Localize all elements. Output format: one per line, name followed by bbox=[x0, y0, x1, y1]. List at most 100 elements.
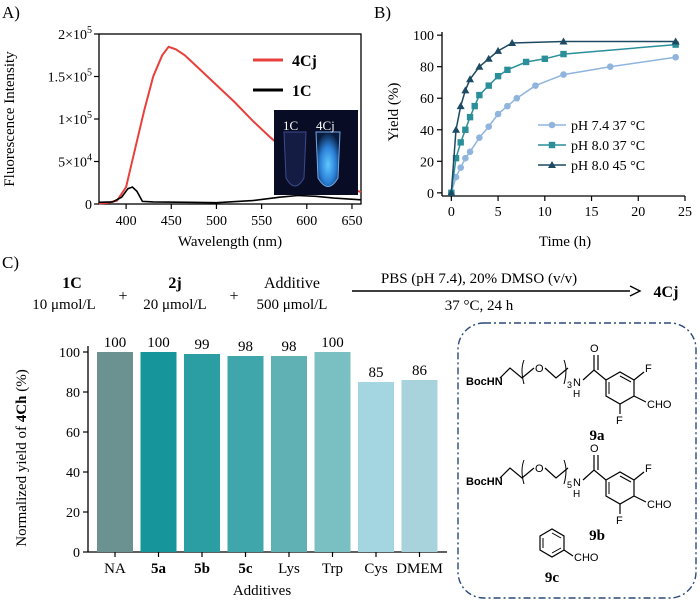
chart-c-xlabel: Additives bbox=[233, 583, 291, 599]
label-9c: 9c bbox=[545, 570, 560, 586]
chart-b-xtick-label: 20 bbox=[631, 205, 645, 220]
structure-9c: CHO 9c bbox=[539, 528, 599, 586]
data-point bbox=[504, 102, 511, 110]
inset-photo: 1C 4Cj bbox=[274, 110, 358, 195]
chart-a-xtick-label: 550 bbox=[251, 214, 272, 229]
nh-label-9b: N bbox=[573, 477, 581, 489]
data-point bbox=[494, 72, 502, 80]
n-label-9b: 5 bbox=[567, 480, 572, 490]
structures-box: BocHN O 3 N H O F CHO F 9a BocHN bbox=[457, 322, 697, 599]
chart-a: 400 450 500 550 600 650 0 5×104 1×105 1.5×105 2×1… bbox=[2, 25, 362, 250]
chart-a-ytick-label: 0 bbox=[85, 198, 92, 213]
chart-b-ytick-label: 40 bbox=[420, 124, 434, 139]
plus-2: + bbox=[229, 288, 238, 305]
nh-label-9a: N bbox=[573, 377, 581, 389]
data-point bbox=[494, 110, 502, 118]
o-label-9a: O bbox=[535, 363, 544, 375]
data-point bbox=[671, 37, 680, 45]
data-point bbox=[485, 123, 493, 130]
data-point bbox=[475, 62, 484, 70]
data-point bbox=[504, 66, 511, 74]
reaction-scheme: 1C 10 μmol/L + 2j 20 μmol/L + Additive 5… bbox=[32, 271, 678, 314]
legend-marker bbox=[548, 121, 556, 129]
data-point bbox=[471, 102, 478, 110]
chart-c-ylabel: Normalized yield of 4Ch (%) bbox=[14, 369, 30, 546]
ylabel-part-3: (%) bbox=[14, 369, 30, 395]
chart-a-ytick-label: 5×104 bbox=[58, 153, 92, 171]
bar-cys bbox=[358, 382, 394, 552]
data-point bbox=[476, 134, 483, 141]
f-bottom-9a: F bbox=[616, 415, 623, 427]
panel-label-a: A) bbox=[2, 3, 20, 22]
chart-c-ytick-label: 40 bbox=[66, 466, 80, 481]
chart-b-ytick-label: 60 bbox=[420, 92, 434, 107]
chart-a-ylabel: Fluorescence Intensity bbox=[2, 51, 18, 187]
category-label: Trp bbox=[322, 561, 343, 577]
legend-marker bbox=[548, 141, 556, 149]
bar-dmem bbox=[401, 380, 438, 552]
chart-a-xtick-label: 650 bbox=[341, 214, 362, 229]
legend-label: pH 8.0 37 °C bbox=[571, 139, 645, 154]
boc-label-9a: BocHN bbox=[466, 376, 503, 388]
data-point bbox=[457, 164, 464, 171]
data-point bbox=[452, 154, 460, 162]
label-9b: 9b bbox=[589, 528, 605, 544]
bar-5c bbox=[227, 356, 264, 552]
cho-9b: CHO bbox=[647, 499, 672, 511]
data-point bbox=[560, 50, 567, 58]
bar-value-label: 100 bbox=[147, 335, 170, 351]
conditions-bottom: 37 °C, 24 h bbox=[445, 298, 514, 314]
legend-4cj-label: 4Cj bbox=[292, 53, 317, 70]
bar-na bbox=[97, 352, 133, 552]
chart-c-ytick-label: 60 bbox=[66, 426, 80, 441]
data-point bbox=[466, 75, 475, 83]
data-point bbox=[457, 139, 464, 146]
data-point bbox=[466, 113, 474, 121]
chart-b-ytick-label: 80 bbox=[420, 61, 434, 76]
structure-9b: BocHN O 5 N H O F CHO F 9b bbox=[466, 443, 672, 544]
chart-b-legend: pH 7.4 37 °C pH 8.0 37 °C pH 8.0 45 °C bbox=[538, 119, 645, 174]
chart-a-legend: 4Cj 1C bbox=[253, 53, 317, 100]
data-point bbox=[559, 37, 568, 45]
category-label: 5a bbox=[151, 561, 167, 577]
panel-label-b: B) bbox=[374, 3, 391, 22]
category-label: 5b bbox=[194, 561, 210, 577]
chart-b-xtick-label: 25 bbox=[678, 205, 692, 220]
bar-value-label: 100 bbox=[104, 335, 127, 351]
chart-a-ytick-label: 1×105 bbox=[58, 110, 92, 128]
plus-1: + bbox=[118, 288, 127, 305]
data-point bbox=[476, 91, 483, 99]
data-point bbox=[513, 94, 521, 102]
chart-a-ytick-label: 2×105 bbox=[58, 25, 92, 43]
reactant-3-conc: 500 μmol/L bbox=[257, 297, 328, 313]
chart-b-ytick-label: 20 bbox=[420, 155, 434, 170]
chart-b-xlabel: Time (h) bbox=[539, 234, 591, 250]
h-label-9a: H bbox=[573, 389, 580, 400]
data-point bbox=[494, 46, 503, 54]
chart-b-xtick-label: 10 bbox=[538, 205, 552, 220]
reactant-2-name: 2j bbox=[168, 275, 181, 292]
data-point bbox=[532, 82, 539, 89]
bar-value-label: 99 bbox=[195, 337, 210, 353]
bar-value-label: 98 bbox=[282, 339, 297, 355]
inset-label-1c: 1C bbox=[283, 118, 298, 133]
chart-b-xtick-label: 0 bbox=[448, 205, 455, 220]
data-point bbox=[508, 39, 517, 47]
reactant-1-conc: 10 μmol/L bbox=[32, 297, 95, 313]
chart-c: 100 NA 100 5a 99 5b 98 5c 98 Lys 100 Trp 85 Cys 86 DMEM… bbox=[14, 335, 447, 599]
data-point bbox=[522, 58, 530, 66]
chart-a-xtick-label: 450 bbox=[161, 214, 182, 229]
category-label: DMEM bbox=[396, 561, 443, 577]
chart-a-ytick-label: 1.5×105 bbox=[48, 68, 92, 86]
legend-marker bbox=[548, 161, 556, 168]
chart-a-xtick-label: 600 bbox=[296, 214, 317, 229]
tube-1c-icon bbox=[283, 131, 307, 187]
data-point bbox=[447, 188, 456, 196]
legend-1c-label: 1C bbox=[292, 83, 312, 100]
legend-label: pH 7.4 37 °C bbox=[571, 119, 645, 134]
benzene-ring-9b bbox=[605, 471, 635, 505]
boc-label-9b: BocHN bbox=[466, 476, 503, 488]
data-point bbox=[461, 86, 470, 94]
bar-trp bbox=[314, 352, 351, 552]
